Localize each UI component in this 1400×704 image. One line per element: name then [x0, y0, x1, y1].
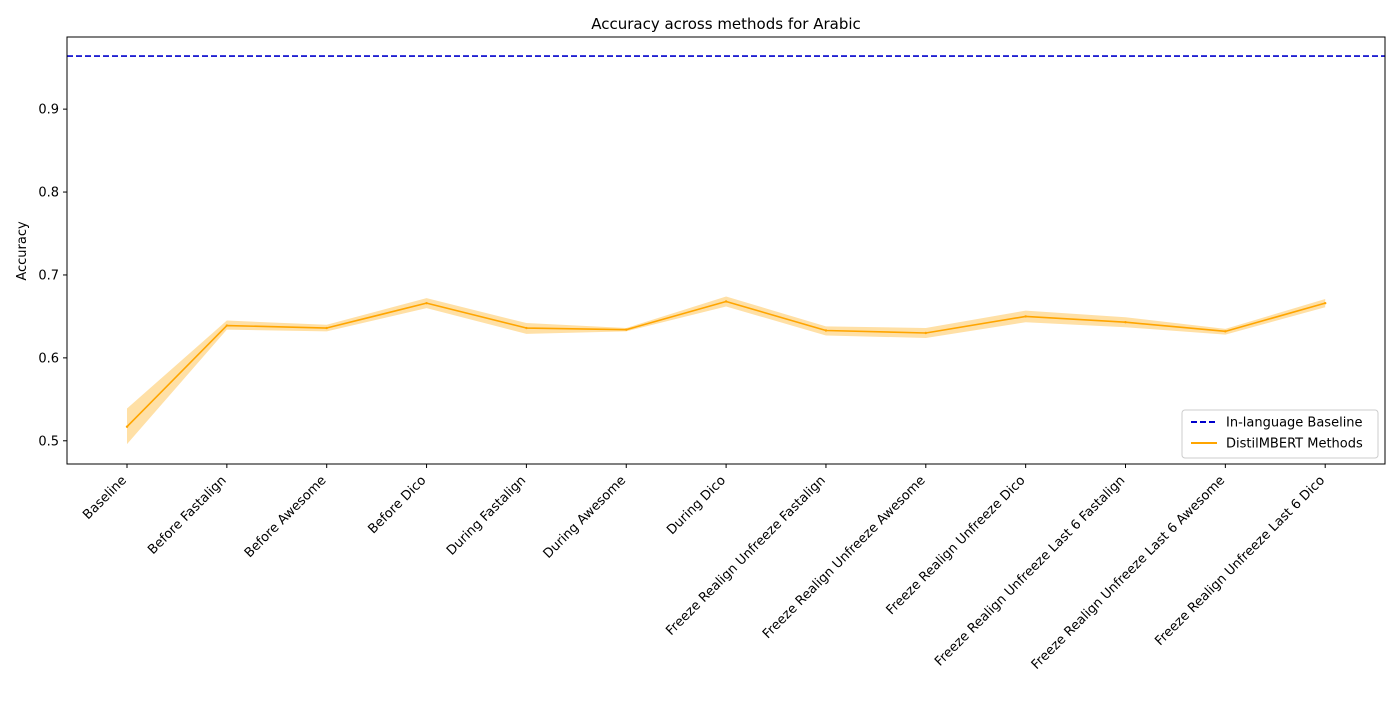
legend: In-language Baseline DistilMBERT Methods [1181, 409, 1379, 459]
x-tick-label-during-fastalign: During Fastalign [444, 473, 529, 558]
data-point-freeze-realign-unfreeze-fastalign [824, 329, 828, 332]
y-tick-label-3: 0.8 [38, 186, 59, 201]
x-tick-label-freeze-realign-unfreeze-awesome: Freeze Realign Unfreeze Awesome [760, 473, 929, 642]
y-tick-label-1: 0.6 [38, 351, 59, 366]
x-tick-label-before-dico: Before Dico [365, 473, 429, 537]
legend-label-in-language-baseline: In-language Baseline [1226, 416, 1363, 431]
x-tick-label-before-fastalign: Before Fastalign [145, 473, 229, 557]
y-tick-label-2: 0.7 [38, 268, 59, 283]
y-tick-label-0: 0.5 [38, 434, 59, 449]
data-point-during-dico [724, 300, 728, 303]
y-axis-label: Accuracy [15, 221, 30, 281]
data-point-freeze-realign-unfreeze-last-6-awesome [1224, 330, 1227, 333]
x-tick-label-freeze-realign-unfreeze-last-6-fastalign: Freeze Realign Unfreeze Last 6 Fastalign [932, 473, 1128, 669]
confidence-band-distilmbert-methods [127, 296, 1326, 445]
x-tick-label-before-awesome: Before Awesome [242, 473, 330, 561]
data-point-freeze-realign-unfreeze-last-6-fastalign [1124, 321, 1127, 324]
x-tick-label-freeze-realign-unfreeze-last-6-awesome: Freeze Realign Unfreeze Last 6 Awesome [1029, 473, 1229, 673]
legend-label-distilmbert-methods: DistilMBERT Methods [1226, 437, 1363, 452]
x-tick-label-baseline: Baseline [80, 473, 130, 523]
data-point-during-awesome [625, 328, 628, 331]
data-point-before-fastalign [225, 324, 229, 327]
data-point-freeze-realign-unfreeze-dico [1024, 315, 1027, 318]
x-tick-label-during-awesome: During Awesome [541, 473, 630, 562]
data-point-freeze-realign-unfreeze-last-6-dico [1324, 301, 1327, 305]
x-tick-label-freeze-realign-unfreeze-fastalign: Freeze Realign Unfreeze Fastalign [663, 473, 828, 638]
chart-title: Accuracy across methods for Arabic [591, 15, 861, 33]
x-tick-label-during-dico: During Dico [664, 473, 729, 538]
legend-frame [1181, 409, 1379, 459]
data-point-during-fastalign [525, 326, 528, 330]
data-point-freeze-realign-unfreeze-awesome [924, 331, 927, 335]
data-point-baseline [125, 425, 129, 428]
x-tick-label-freeze-realign-unfreeze-last-6-dico: Freeze Realign Unfreeze Last 6 Dico [1152, 473, 1328, 649]
plot-frame [66, 36, 1386, 465]
y-tick-label-4: 0.9 [38, 103, 59, 118]
data-point-before-awesome [325, 326, 328, 330]
data-point-before-dico [425, 301, 428, 305]
